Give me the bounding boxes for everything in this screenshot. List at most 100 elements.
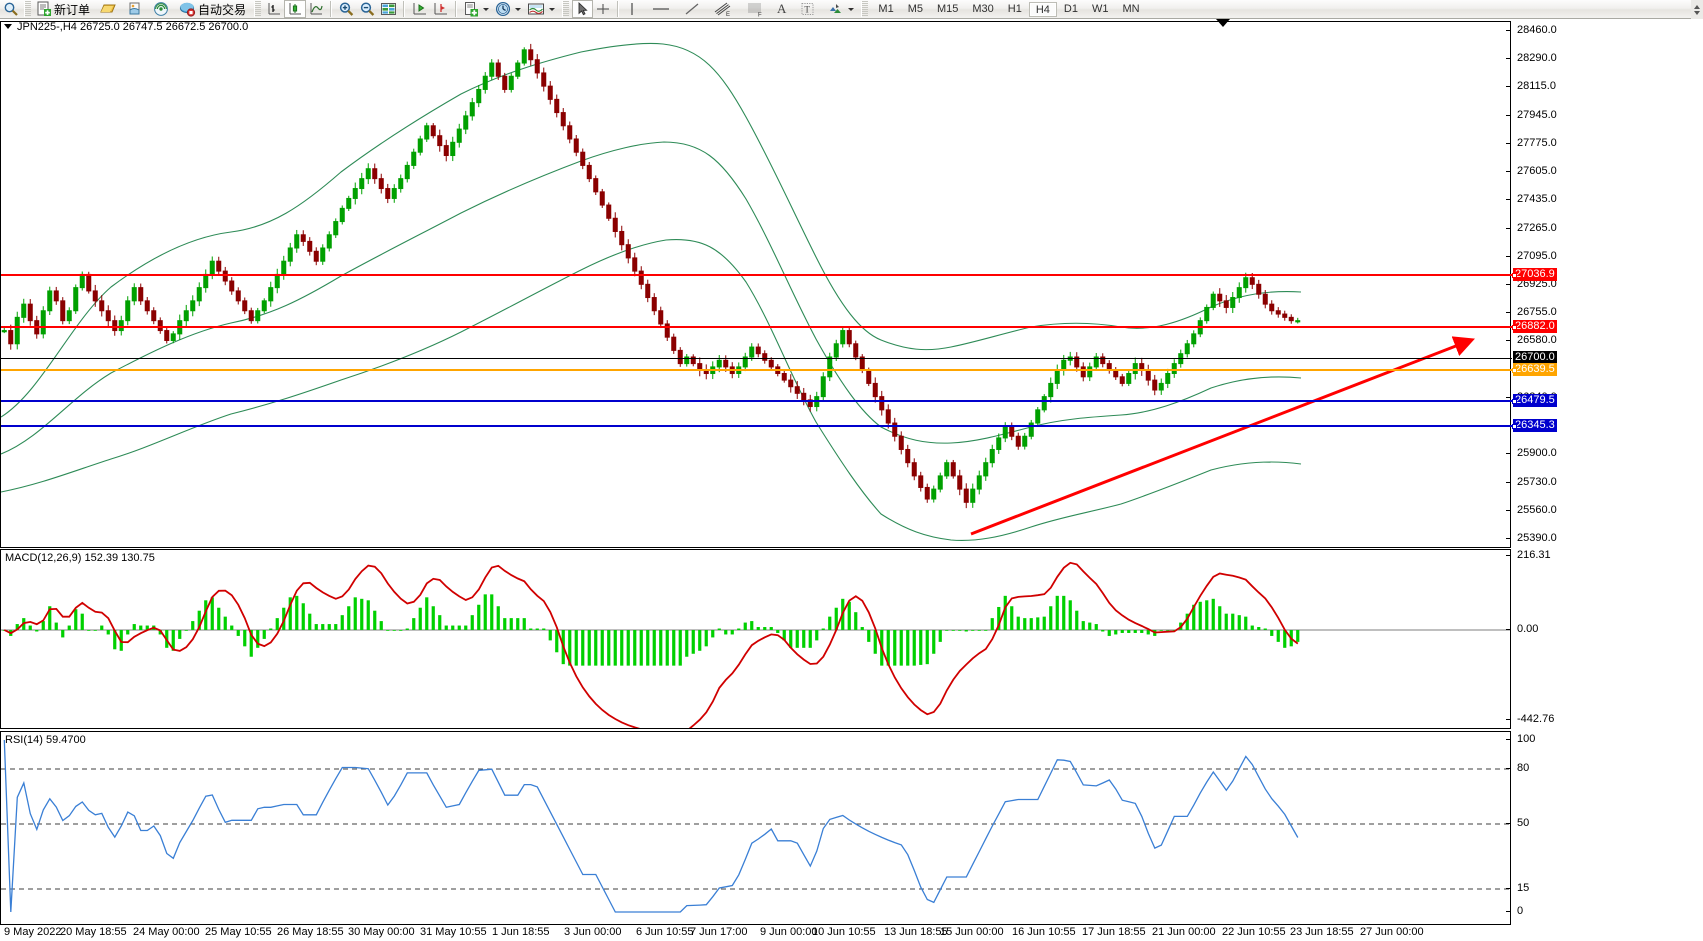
rsi-scale[interactable]: 100 80 50 15 0 (1505, 731, 1703, 925)
rsi-pane-label: RSI(14) 59.4700 (5, 734, 86, 746)
templates-icon[interactable] (525, 0, 547, 18)
price-scale[interactable]: 28460.0 28290.0 28115.0 27945.0 27775.0 27605… (1506, 21, 1703, 548)
chevron-down-icon-3[interactable] (549, 7, 556, 11)
time-axis-label: 9 Jun 00:00 (760, 926, 818, 938)
chevron-down-icon-2[interactable] (515, 7, 522, 11)
text-icon[interactable]: A (777, 1, 787, 16)
price-tick: 28460.0 (1506, 24, 1557, 36)
data-window-icon[interactable] (378, 0, 399, 18)
cursor-icon[interactable] (572, 0, 594, 18)
zoom-in-icon[interactable] (336, 0, 357, 18)
candlestick-chart-icon[interactable] (284, 0, 307, 18)
toolbar-separator-4 (617, 1, 620, 17)
level-anchor[interactable] (1512, 368, 1517, 373)
equidistant-channel-icon[interactable]: E (711, 0, 735, 18)
price-tick: 27435.0 (1506, 193, 1557, 205)
trendline-icon[interactable] (681, 0, 703, 18)
level-line-26479[interactable] (1, 399, 1517, 404)
drag-marker-icon[interactable] (1216, 19, 1230, 27)
price-tick: 26925.0 (1506, 278, 1557, 290)
price-label-26479[interactable]: 26479.5 (1513, 394, 1557, 407)
chevron-down-icon-4[interactable] (848, 7, 855, 11)
price-tick: 27605.0 (1506, 165, 1557, 177)
level-line-26882[interactable] (1, 325, 1517, 330)
price-label-26882[interactable]: 26882.0 (1513, 320, 1557, 333)
price-tick: 25560.0 (1506, 504, 1557, 516)
level-line-26345[interactable] (1, 424, 1517, 429)
folder-icon[interactable] (98, 0, 119, 18)
price-tick: 27095.0 (1506, 250, 1557, 262)
time-axis-label: 13 Jun 18:55 (884, 926, 948, 938)
chart-menu-caret-icon[interactable] (4, 24, 12, 29)
rsi-canvas (1, 739, 1510, 913)
timeframe-w1[interactable]: W1 (1091, 2, 1109, 15)
window-scroll-arrows[interactable] (1691, 0, 1703, 19)
period-icon[interactable] (493, 0, 513, 18)
chevron-down-icon[interactable] (483, 7, 490, 11)
time-axis-label: 6 Jun 10:55 (636, 926, 694, 938)
toolbar-grip[interactable] (24, 1, 31, 17)
macd-indicator-pane[interactable]: MACD(12,26,9) 152.39 130.75 (0, 549, 1511, 729)
level-anchor[interactable] (1512, 424, 1517, 429)
time-axis-label: 9 May 2022 (4, 926, 62, 938)
timeframe-mn[interactable]: MN (1122, 2, 1140, 15)
price-label-26700[interactable]: 26700.0 (1513, 351, 1557, 364)
toolbar-separator-2 (403, 1, 406, 17)
timeframe-m30[interactable]: M30 (972, 2, 994, 15)
vertical-line-icon[interactable] (623, 0, 641, 18)
auto-scroll-icon[interactable] (430, 0, 451, 18)
text-label-icon[interactable]: T (798, 0, 817, 18)
time-axis-label: 17 Jun 18:55 (1082, 926, 1146, 938)
new-order-button[interactable]: 新订单 (34, 0, 92, 18)
search-icon[interactable] (0, 0, 21, 18)
rsi-tick: 0 (1505, 905, 1523, 917)
level-anchor[interactable] (1512, 399, 1517, 404)
shapes-icon[interactable] (825, 0, 846, 18)
zoom-out-icon[interactable] (357, 0, 378, 18)
crosshair-icon[interactable] (593, 0, 613, 18)
toolbar-grip-3[interactable] (562, 1, 570, 17)
network-icon[interactable] (151, 0, 171, 18)
level-line-26639[interactable] (1, 368, 1517, 373)
toolbar-separator (330, 1, 333, 17)
timeframe-m5[interactable]: M5 (907, 2, 923, 15)
price-tick: 27945.0 (1506, 109, 1557, 121)
macd-tick: 0.00 (1505, 623, 1538, 635)
timeframe-h1[interactable]: H1 (1007, 2, 1022, 15)
line-chart-icon[interactable] (306, 0, 326, 18)
timeframe-d1[interactable]: D1 (1063, 2, 1078, 15)
horizontal-line-icon[interactable] (649, 0, 673, 18)
timeframe-m15[interactable]: M15 (936, 2, 959, 15)
level-line-26700[interactable] (1, 358, 1512, 359)
time-axis-label: 20 May 18:55 (60, 926, 127, 938)
toolbar-grip-2[interactable] (254, 1, 262, 17)
level-line-27036[interactable] (1, 273, 1517, 278)
price-tick: 27775.0 (1506, 137, 1557, 149)
price-chart-pane[interactable] (0, 21, 1517, 548)
time-axis-label: 27 Jun 00:00 (1360, 926, 1424, 938)
price-label-27036[interactable]: 27036.9 (1513, 268, 1557, 281)
price-chart-canvas (1, 42, 1475, 541)
bar-chart-icon[interactable] (264, 0, 284, 18)
svg-text:T: T (805, 5, 811, 15)
level-anchor[interactable] (1512, 325, 1517, 330)
shift-start-icon[interactable] (409, 0, 430, 18)
price-tick: 25900.0 (1506, 447, 1557, 459)
price-tick: 25390.0 (1506, 532, 1557, 544)
toolbar-grip-4[interactable] (861, 1, 869, 17)
auto-trading-button[interactable]: 自动交易 (177, 0, 248, 18)
print-preview-icon[interactable] (125, 0, 145, 18)
svg-text:F: F (758, 12, 762, 17)
macd-scale[interactable]: 216.31 0.00 -442.76 (1505, 549, 1703, 729)
time-axis[interactable]: 9 May 2022 20 May 18:55 24 May 00:00 25 May… (0, 925, 1703, 941)
time-axis-label: 7 Jun 17:00 (690, 926, 748, 938)
fibonacci-icon[interactable]: F (743, 0, 767, 18)
add-indicator-icon[interactable] (461, 0, 481, 18)
level-anchor[interactable] (1512, 273, 1517, 278)
timeframe-m1[interactable]: M1 (878, 2, 894, 15)
timeframe-h4[interactable]: H4 (1028, 1, 1057, 17)
rsi-indicator-pane[interactable]: RSI(14) 59.4700 (0, 731, 1511, 925)
price-label-26345[interactable]: 26345.3 (1513, 419, 1557, 432)
macd-pane-label: MACD(12,26,9) 152.39 130.75 (5, 552, 155, 564)
price-label-26639[interactable]: 26639.5 (1513, 363, 1557, 376)
